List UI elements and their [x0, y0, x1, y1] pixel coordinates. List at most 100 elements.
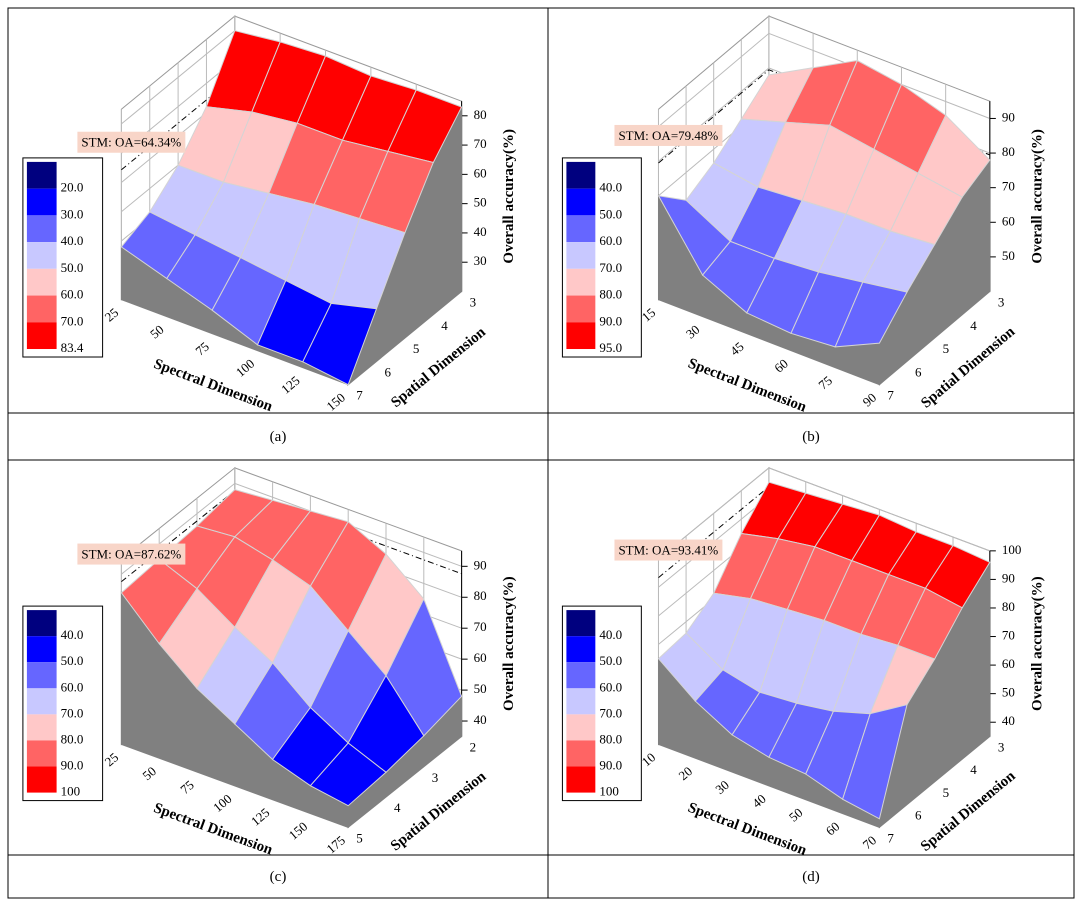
colorbar-label: 50.0 — [61, 260, 84, 275]
colorbar-swatch — [566, 295, 596, 323]
y-tick-label: 3 — [998, 294, 1005, 309]
surface-patch — [309, 742, 387, 807]
z-tick-label: 80 — [474, 588, 487, 603]
z-tick-label: 80 — [474, 107, 487, 122]
colorbar-swatch — [566, 636, 596, 663]
colorbar-label: 40.0 — [61, 233, 84, 248]
colorbar-swatch — [566, 161, 596, 189]
colorbar-swatch — [26, 636, 57, 663]
colorbar-swatch — [26, 766, 57, 793]
x-tick-label: 25 — [102, 749, 122, 769]
y-tick-label: 5 — [943, 785, 950, 800]
z-axis-title: Overall accuracy(%) — [501, 576, 517, 711]
x-tick-label: 50 — [147, 322, 167, 342]
x-tick-label: 75 — [192, 339, 212, 359]
annotation-box — [77, 543, 186, 565]
y-tick-label: 6 — [385, 364, 392, 379]
annotation: STM: OA=64.34% — [81, 135, 181, 150]
colorbar-label: 90.0 — [61, 758, 84, 773]
z-axis-title: Overall accuracy(%) — [501, 129, 517, 264]
annotation: STM: OA=79.48% — [618, 128, 718, 143]
colorbar-label: 50.0 — [61, 653, 84, 668]
colorbar-label: 30.0 — [61, 206, 84, 221]
caption: (a) — [270, 429, 287, 445]
caption: (c) — [270, 869, 287, 885]
y-tick-label: 7 — [356, 388, 363, 403]
colorbar-swatch — [566, 688, 596, 715]
colorbar-swatch — [26, 215, 57, 243]
colorbar-label: 20.0 — [61, 180, 84, 195]
x-axis-title: Spectral Dimension — [151, 356, 275, 415]
annotation: STM: OA=93.41% — [618, 543, 718, 558]
colorbar-swatch — [566, 242, 596, 269]
colorbar-label: 80.0 — [599, 731, 622, 746]
z-tick-label: 80 — [1002, 144, 1015, 159]
x-tick-label: 70 — [860, 832, 880, 852]
colorbar-swatch — [566, 322, 596, 350]
y-tick-label: 5 — [943, 341, 950, 356]
colorbar-swatch — [26, 188, 57, 216]
y-tick-label: 5 — [413, 341, 420, 356]
x-tick-label: 150 — [286, 819, 311, 843]
y-tick-label: 3 — [470, 294, 477, 309]
annotation-box — [614, 124, 723, 146]
x-tick-label: 45 — [727, 339, 747, 359]
y-tick-label: 6 — [915, 808, 922, 823]
y-tick-label: 7 — [887, 830, 894, 845]
z-tick-label: 90 — [1002, 109, 1015, 124]
colorbar-label: 60.0 — [61, 287, 84, 302]
colorbar-label: 100 — [61, 784, 81, 799]
y-tick-label: 6 — [915, 364, 922, 379]
colorbar-swatch — [566, 662, 596, 689]
grid-line — [658, 467, 990, 560]
colorbar-label: 90.0 — [599, 313, 622, 328]
x-tick-label: 125 — [278, 373, 303, 397]
z-tick-label: 40 — [474, 224, 487, 239]
colorbar-label: 83.4 — [61, 340, 84, 355]
colorbar-label: 70.0 — [61, 705, 84, 720]
colorbar-label: 50.0 — [599, 653, 622, 668]
x-tick-label: 75 — [177, 777, 197, 797]
z-tick-label: 50 — [474, 195, 487, 210]
y-tick-label: 3 — [432, 770, 439, 785]
z-tick-label: 70 — [474, 619, 487, 634]
annotation-box — [614, 539, 723, 561]
colorbar-swatch — [26, 295, 57, 323]
annotation-box — [77, 131, 186, 153]
colorbar-swatch — [566, 766, 596, 793]
y-tick-label: 4 — [441, 318, 448, 333]
y-tick-label: 4 — [394, 800, 401, 815]
grid-line — [658, 32, 990, 127]
colorbar-label: 40.0 — [599, 180, 622, 195]
z-tick-label: 50 — [1002, 685, 1015, 700]
colorbar-label: 70.0 — [599, 260, 622, 275]
colorbar-swatch — [26, 662, 57, 689]
colorbar-swatch — [566, 268, 596, 296]
colorbar-label: 60.0 — [599, 233, 622, 248]
colorbar-label: 70.0 — [61, 313, 84, 328]
y-tick-label: 5 — [356, 830, 363, 845]
z-tick-label: 90 — [474, 557, 487, 572]
z-tick-label: 70 — [1002, 628, 1015, 643]
surface-patch — [834, 281, 908, 348]
x-tick-label: 50 — [139, 763, 159, 783]
colorbar-swatch — [26, 268, 57, 296]
colorbar-label: 90.0 — [599, 758, 622, 773]
surface-patch — [302, 302, 378, 386]
colorbar-label: 60.0 — [61, 679, 84, 694]
colorbar-label: 60.0 — [599, 679, 622, 694]
z-tick-label: 40 — [1002, 713, 1015, 728]
colorbar-label: 40.0 — [61, 627, 84, 642]
x-tick-label: 150 — [323, 390, 348, 414]
colorbar-swatch — [26, 242, 57, 269]
colorbar-swatch — [26, 688, 57, 715]
x-tick-label: 125 — [248, 805, 273, 829]
colorbar-swatch — [566, 740, 596, 767]
z-tick-label: 60 — [474, 650, 487, 665]
annotation: STM: OA=87.62% — [81, 547, 181, 562]
z-tick-label: 40 — [474, 712, 487, 727]
z-tick-label: 70 — [474, 136, 487, 151]
x-tick-label: 50 — [786, 805, 806, 825]
